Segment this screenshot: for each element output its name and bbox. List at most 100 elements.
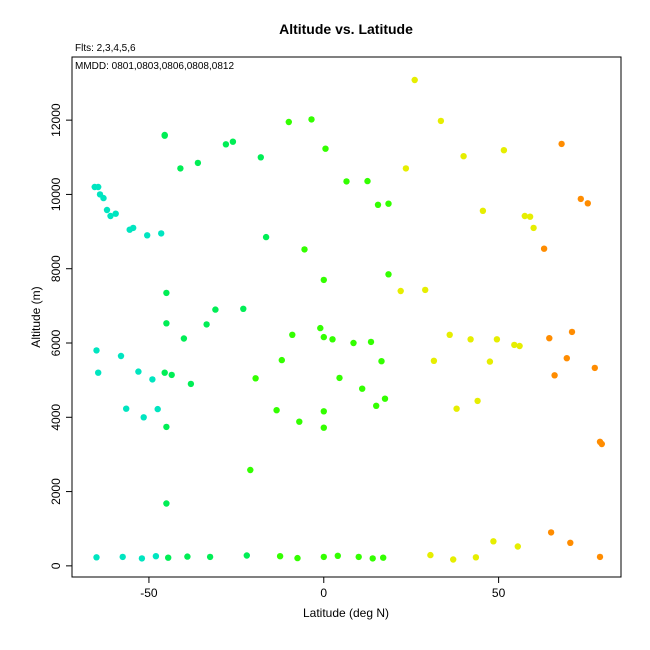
data-point <box>93 347 100 354</box>
points-layer <box>91 76 605 563</box>
data-point <box>158 230 165 237</box>
data-point <box>163 320 170 327</box>
data-point <box>540 245 548 252</box>
data-point <box>521 212 528 220</box>
data-point <box>591 364 598 372</box>
data-point <box>117 352 125 360</box>
data-point <box>467 336 474 343</box>
data-point <box>308 116 315 123</box>
data-point <box>229 138 237 145</box>
data-point <box>273 407 280 414</box>
y-tick-label: 12000 <box>49 103 63 137</box>
data-point <box>206 553 214 561</box>
data-point <box>558 140 565 148</box>
data-point <box>161 369 168 376</box>
y-tick-label: 0 <box>49 562 63 569</box>
data-point <box>138 555 146 562</box>
x-tick-label: 0 <box>320 586 327 600</box>
data-point <box>350 339 357 347</box>
data-point <box>490 538 497 545</box>
data-point <box>551 372 558 379</box>
data-point <box>285 118 292 126</box>
data-point <box>460 153 467 160</box>
data-point <box>107 212 114 220</box>
data-point <box>262 233 270 241</box>
data-point <box>103 206 111 214</box>
data-point <box>567 539 574 546</box>
data-point <box>568 328 576 336</box>
data-point <box>367 338 375 346</box>
data-point <box>119 553 126 561</box>
data-point <box>296 418 303 425</box>
data-point <box>123 405 130 412</box>
data-point <box>402 165 410 172</box>
data-point <box>493 336 501 343</box>
data-point <box>240 305 247 312</box>
data-point <box>252 375 259 382</box>
data-point <box>547 529 555 536</box>
data-point <box>163 423 170 431</box>
data-point <box>320 424 327 431</box>
data-point <box>437 117 445 125</box>
data-point <box>397 287 404 295</box>
data-point <box>243 552 250 559</box>
data-point <box>453 405 460 412</box>
data-point <box>500 147 508 154</box>
data-point <box>516 342 523 350</box>
data-point <box>320 276 327 284</box>
data-point <box>355 553 362 561</box>
data-point <box>317 324 324 332</box>
plot-frame <box>71 56 622 578</box>
data-point <box>381 395 389 402</box>
data-point <box>474 397 481 405</box>
data-point <box>411 76 418 84</box>
dates-annotation: MMDD: 0801,0803,0806,0808,0812 <box>75 61 234 72</box>
data-point <box>149 376 156 383</box>
data-point <box>479 207 487 214</box>
data-point <box>359 385 366 392</box>
data-point <box>112 210 119 217</box>
y-axis-label: Altitude (m) <box>29 286 43 347</box>
y-tick-label: 4000 <box>49 404 63 431</box>
data-point <box>184 553 191 560</box>
chart-title: Altitude vs. Latitude <box>279 21 413 37</box>
flights-note: Flts: 2,3,4,5,6 <box>75 43 136 54</box>
data-point <box>472 554 480 561</box>
data-point <box>152 553 160 560</box>
data-point <box>165 554 172 561</box>
data-point <box>144 232 151 239</box>
x-tick-label: 50 <box>492 586 506 600</box>
data-point <box>100 194 107 202</box>
data-point <box>168 371 175 379</box>
data-point <box>563 355 570 362</box>
data-point <box>343 178 350 185</box>
data-point <box>450 556 457 563</box>
data-point <box>486 358 494 365</box>
data-point <box>212 306 219 313</box>
data-point <box>187 380 195 388</box>
y-tick-label: 6000 <box>49 329 63 356</box>
data-point <box>320 333 327 341</box>
data-point <box>446 331 453 338</box>
x-tick-label: -50 <box>140 586 158 600</box>
data-point <box>320 553 327 561</box>
data-point <box>373 402 380 409</box>
data-point <box>93 554 100 561</box>
data-point <box>140 414 147 421</box>
data-point <box>301 246 308 253</box>
data-point <box>276 553 284 560</box>
y-tick-label: 10000 <box>49 177 63 211</box>
data-point <box>422 286 429 294</box>
data-point <box>163 289 170 297</box>
data-point <box>222 141 230 148</box>
data-point <box>329 336 336 343</box>
y-tick-label: 8000 <box>49 255 63 282</box>
data-point <box>378 358 385 365</box>
data-point <box>530 224 537 232</box>
y-tick-label: 2000 <box>49 478 63 505</box>
data-point <box>385 200 392 207</box>
data-point <box>320 408 327 415</box>
data-point <box>135 368 142 375</box>
data-point <box>598 440 605 448</box>
